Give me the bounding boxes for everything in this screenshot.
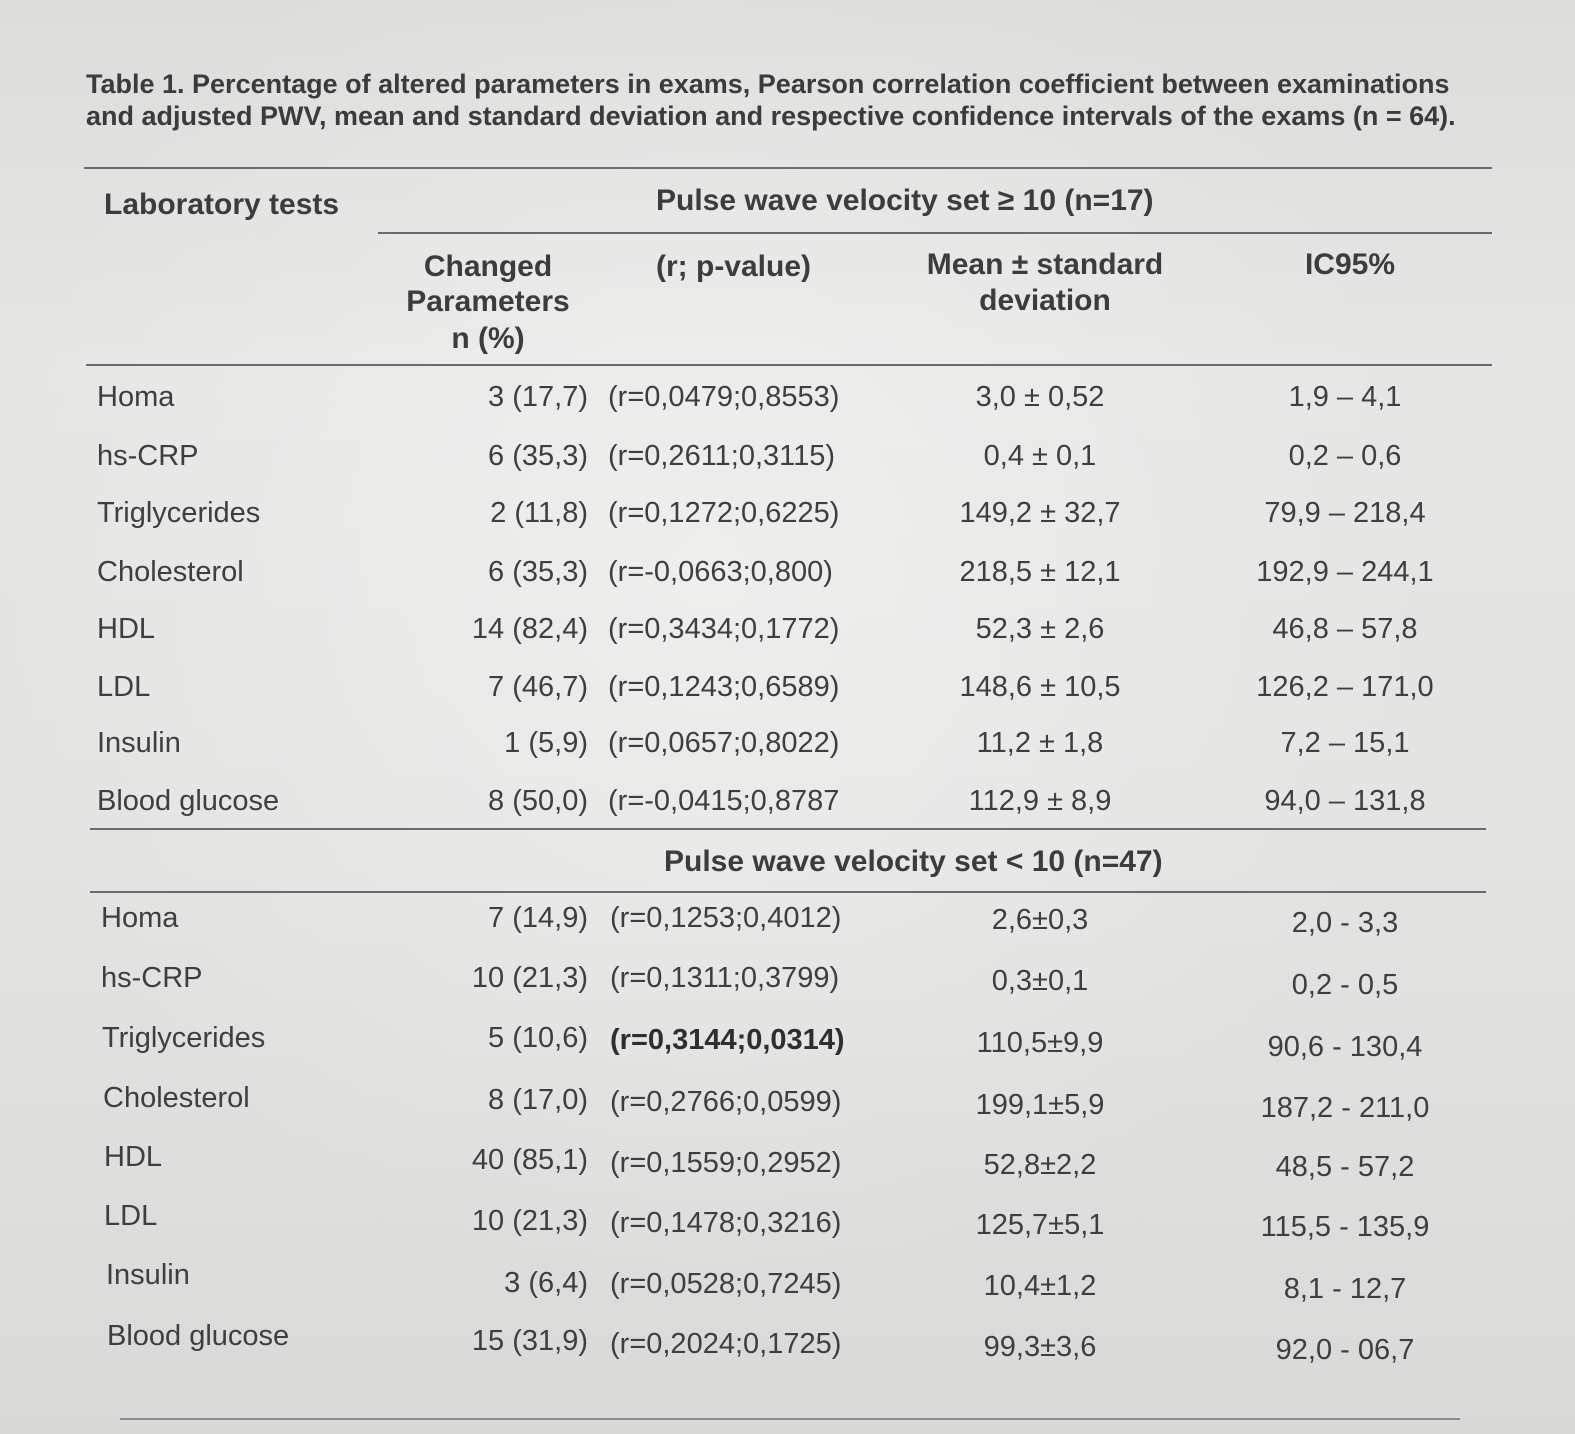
cell-ic95: 79,9 – 218,4 (1264, 497, 1426, 529)
cell-r-p: (r=-0,0663;0,800) (608, 556, 833, 588)
cell-r-p: (r=0,1478;0,3216) (610, 1207, 842, 1239)
cell-mean: 110,5±9,9 (976, 1027, 1104, 1059)
cell-test: Cholesterol (103, 1082, 250, 1114)
header-ic95: IC95% (1304, 248, 1396, 281)
cell-r-p: (r=0,2611;0,3115) (608, 440, 836, 472)
cell-ic95: 1,9 – 4,1 (1288, 381, 1402, 413)
cell-ic95: 48,5 - 57,2 (1275, 1151, 1415, 1183)
cell-mean: 11,2 ± 1,8 (976, 727, 1104, 759)
group1-title-rule (378, 232, 1492, 234)
cell-changed: 6 (35,3) (488, 440, 588, 472)
header-laboratory-tests: Laboratory tests (104, 188, 340, 221)
cell-test: Insulin (97, 727, 181, 759)
cell-mean: 218,5 ± 12,1 (959, 556, 1121, 588)
header-group1-title: Pulse wave velocity set ≥ 10 (n=17) (656, 184, 1154, 217)
cell-mean: 2,6±0,3 (991, 904, 1089, 936)
cell-mean: 52,8±2,2 (983, 1149, 1097, 1181)
cell-r-p: (r=0,0528;0,7245) (610, 1268, 842, 1300)
cell-ic95: 126,2 – 171,0 (1256, 671, 1434, 703)
cell-mean: 3,0 ± 0,52 (975, 381, 1105, 413)
cell-r-p-significant: (r=0,3144;0,0314) (610, 1024, 845, 1056)
cell-changed: 15 (31,9) (471, 1325, 588, 1357)
cell-r-p: (r=0,3434;0,1772) (608, 613, 840, 645)
cell-mean: 0,3±0,1 (991, 965, 1089, 997)
header-r-p-value: (r; p-value) (656, 250, 812, 283)
cell-ic95: 0,2 – 0,6 (1288, 440, 1402, 472)
cell-r-p: (r=0,1243;0,6589) (608, 671, 840, 703)
cell-changed: 3 (17,7) (488, 381, 588, 413)
cell-ic95: 46,8 – 57,8 (1272, 613, 1418, 645)
cell-changed: 5 (10,6) (488, 1022, 588, 1054)
cell-mean: 112,9 ± 8,9 (968, 785, 1112, 817)
cell-test: Triglycerides (102, 1022, 266, 1054)
cell-ic95: 8,1 - 12,7 (1283, 1273, 1407, 1305)
header-changed-line1: Changed (423, 250, 553, 283)
table-bottom-rule (120, 1418, 1460, 1420)
cell-r-p: (r=0,1311;0,3799) (610, 962, 840, 994)
group2-title-rule (90, 891, 1486, 893)
cell-changed: 14 (82,4) (471, 613, 588, 645)
cell-test: Homa (97, 381, 175, 413)
cell-mean: 10,4±1,2 (983, 1270, 1097, 1302)
cell-mean: 0,4 ± 0,1 (983, 440, 1097, 472)
cell-changed: 7 (14,9) (488, 902, 588, 934)
cell-r-p: (r=0,2024;0,1725) (610, 1328, 842, 1360)
cell-r-p: (r=0,1272;0,6225) (608, 497, 840, 529)
cell-mean: 149,2 ± 32,7 (959, 497, 1121, 529)
header-bottom-rule (86, 364, 1492, 366)
cell-r-p: (r=0,0657;0,8022) (608, 727, 840, 759)
cell-ic95: 0,2 - 0,5 (1291, 969, 1399, 1001)
table-caption: Table 1. Percentage of altered parameter… (86, 69, 1456, 131)
cell-mean: 99,3±3,6 (983, 1331, 1097, 1363)
header-changed-line3: n (%) (451, 322, 525, 355)
cell-mean: 125,7±5,1 (975, 1209, 1105, 1241)
cell-changed: 3 (6,4) (504, 1267, 588, 1299)
header-changed-line2: Parameters (406, 285, 570, 318)
cell-test: LDL (104, 1200, 158, 1232)
cell-r-p: (r=0,2766;0,0599) (610, 1086, 842, 1118)
cell-test: LDL (97, 671, 151, 703)
cell-changed: 6 (35,3) (488, 556, 588, 588)
cell-test: Triglycerides (97, 497, 261, 529)
top-rule (84, 167, 1492, 169)
cell-changed: 40 (85,1) (471, 1144, 588, 1176)
cell-test: Cholesterol (97, 556, 244, 588)
cell-r-p: (r=0,0479;0,8553) (608, 381, 840, 413)
cell-changed: 8 (17,0) (488, 1084, 588, 1116)
cell-ic95: 94,0 – 131,8 (1264, 785, 1426, 817)
cell-mean: 199,1±5,9 (975, 1089, 1105, 1121)
cell-changed: 1 (5,9) (504, 727, 588, 759)
cell-ic95: 115,5 - 135,9 (1260, 1211, 1430, 1243)
cell-r-p: (r=0,1253;0,4012) (610, 902, 842, 934)
group2-title: Pulse wave velocity set < 10 (n=47) (664, 845, 1163, 878)
cell-mean: 148,6 ± 10,5 (959, 671, 1121, 703)
cell-r-p: (r=-0,0415;0,8787 (608, 785, 840, 817)
cell-ic95: 187,2 - 211,0 (1260, 1092, 1430, 1124)
header-mean-line1: Mean ± standard (926, 248, 1164, 281)
cell-changed: 2 (11,8) (490, 497, 588, 529)
group1-bottom-rule (90, 828, 1486, 830)
cell-changed: 7 (46,7) (488, 671, 588, 703)
cell-test: Blood glucose (107, 1320, 290, 1352)
cell-changed: 10 (21,3) (471, 1205, 588, 1237)
cell-changed: 10 (21,3) (471, 962, 588, 994)
cell-test: Blood glucose (97, 785, 280, 817)
cell-ic95: 90,6 - 130,4 (1267, 1031, 1423, 1063)
cell-ic95: 192,9 – 244,1 (1256, 556, 1434, 588)
cell-r-p: (r=0,1559;0,2952) (610, 1147, 842, 1179)
cell-mean: 52,3 ± 2,6 (975, 613, 1105, 645)
cell-test: hs-CRP (97, 440, 199, 472)
cell-ic95: 92,0 - 06,7 (1275, 1334, 1415, 1366)
cell-test: Homa (101, 902, 179, 934)
cell-test: HDL (97, 613, 156, 645)
cell-test: Insulin (106, 1259, 190, 1291)
cell-ic95: 2,0 - 3,3 (1291, 907, 1399, 939)
header-mean-line2: deviation (979, 284, 1111, 317)
cell-changed: 8 (50,0) (488, 785, 588, 817)
cell-test: HDL (104, 1141, 163, 1173)
cell-test: hs-CRP (101, 962, 203, 994)
cell-ic95: 7,2 – 15,1 (1280, 727, 1410, 759)
